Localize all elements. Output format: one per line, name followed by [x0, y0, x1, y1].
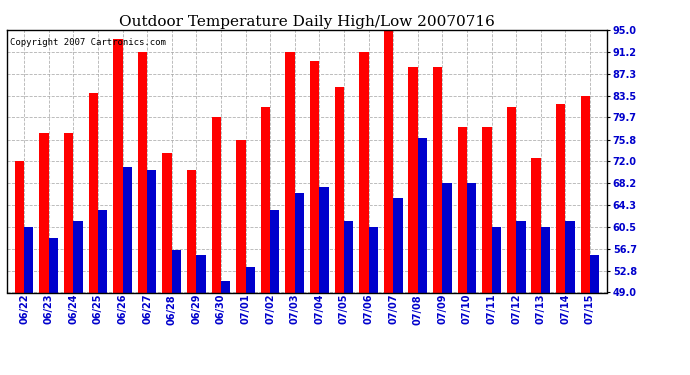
Bar	[295, 193, 304, 292]
Bar	[172, 250, 181, 292]
Bar	[138, 52, 147, 292]
Bar	[261, 107, 270, 292]
Bar	[580, 96, 590, 292]
Bar	[565, 221, 575, 292]
Bar	[24, 227, 34, 292]
Bar	[556, 104, 565, 292]
Bar	[590, 255, 600, 292]
Bar	[531, 158, 541, 292]
Bar	[393, 198, 402, 292]
Bar	[417, 138, 427, 292]
Bar	[49, 238, 58, 292]
Bar	[433, 67, 442, 292]
Bar	[236, 140, 246, 292]
Bar	[113, 39, 123, 292]
Bar	[98, 210, 107, 292]
Bar	[467, 183, 476, 292]
Bar	[39, 133, 49, 292]
Bar	[507, 107, 516, 292]
Bar	[482, 127, 491, 292]
Bar	[187, 170, 197, 292]
Bar	[359, 52, 368, 292]
Bar	[310, 62, 319, 292]
Bar	[14, 161, 24, 292]
Bar	[335, 87, 344, 292]
Bar	[384, 30, 393, 292]
Text: Copyright 2007 Cartronics.com: Copyright 2007 Cartronics.com	[10, 38, 166, 47]
Bar	[286, 52, 295, 292]
Bar	[516, 221, 526, 292]
Bar	[221, 281, 230, 292]
Bar	[368, 227, 378, 292]
Bar	[344, 221, 353, 292]
Bar	[162, 153, 172, 292]
Bar	[123, 167, 132, 292]
Bar	[270, 210, 279, 292]
Bar	[541, 227, 550, 292]
Bar	[319, 187, 328, 292]
Bar	[73, 221, 83, 292]
Bar	[64, 133, 73, 292]
Bar	[147, 170, 157, 292]
Bar	[491, 227, 501, 292]
Bar	[212, 117, 221, 292]
Bar	[246, 267, 255, 292]
Title: Outdoor Temperature Daily High/Low 20070716: Outdoor Temperature Daily High/Low 20070…	[119, 15, 495, 29]
Bar	[88, 93, 98, 292]
Bar	[442, 183, 452, 292]
Bar	[408, 67, 417, 292]
Bar	[197, 255, 206, 292]
Bar	[457, 127, 467, 292]
